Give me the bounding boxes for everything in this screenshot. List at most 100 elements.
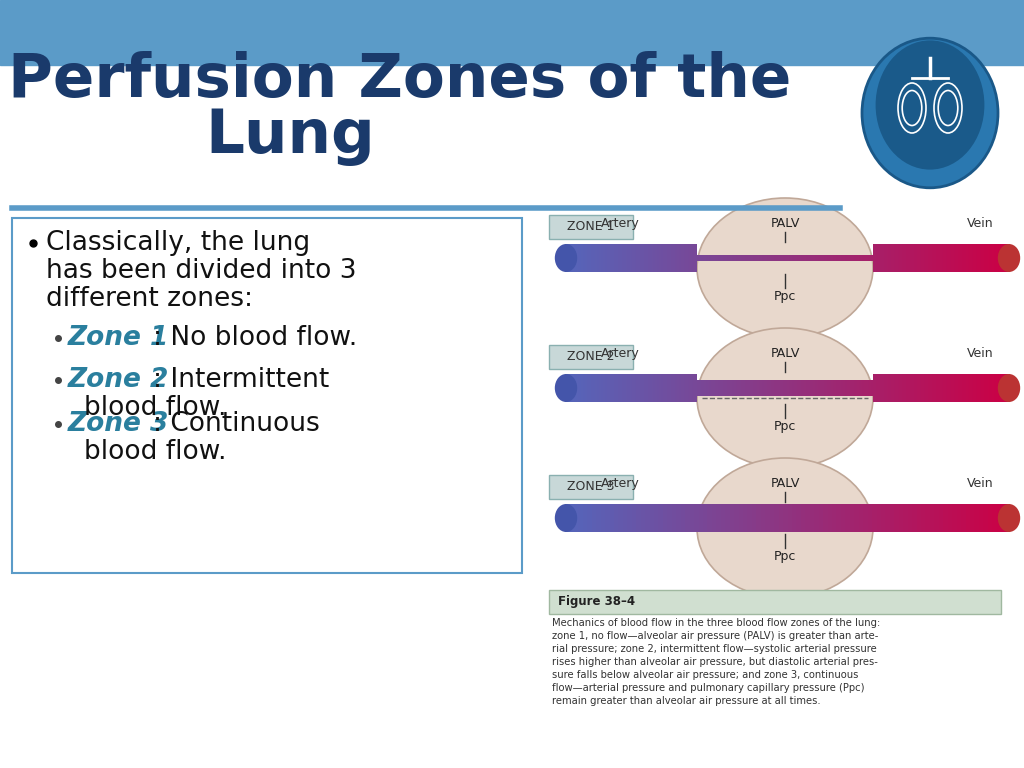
Bar [694,374,695,402]
Bar [577,244,579,272]
Bar [779,380,781,396]
Bar [912,244,914,272]
Bar [664,244,666,272]
Bar [755,380,757,396]
Bar [702,504,708,532]
Bar [796,255,798,261]
Bar [925,374,927,402]
Bar [629,244,630,272]
Bar [801,255,803,261]
Bar [769,255,771,261]
Bar [878,244,879,272]
Bar [636,504,641,532]
Bar [1001,504,1006,532]
Bar [859,255,861,261]
Bar [627,374,629,402]
Bar [572,244,574,272]
Bar [638,244,639,272]
Bar [713,380,715,396]
Bar [672,244,673,272]
Text: Ppc: Ppc [774,290,797,303]
Bar [894,244,895,272]
Text: PALV: PALV [770,347,800,360]
Bar [761,380,762,396]
Bar [682,244,684,272]
Bar [657,244,658,272]
Bar [823,255,825,261]
Bar [653,374,654,402]
Bar [912,374,914,402]
Bar [567,244,569,272]
Ellipse shape [697,198,873,338]
Bar [992,244,993,272]
Bar [752,380,754,396]
Bar [689,374,690,402]
Bar [705,380,706,396]
Bar [723,380,725,396]
Bar [1001,374,1004,402]
Bar [890,244,891,272]
Text: Zone 3: Zone 3 [68,411,169,437]
Bar [688,374,689,402]
Bar [575,374,577,402]
Bar [896,244,898,272]
Text: Lung: Lung [205,107,375,165]
Bar [876,374,878,402]
Bar [759,380,761,396]
Bar [748,504,752,532]
Text: Artery: Artery [601,477,639,490]
Bar [613,374,615,402]
Bar [880,374,882,402]
Bar [806,255,808,261]
Bar [904,244,906,272]
Bar [776,255,778,261]
Text: has been divided into 3: has been divided into 3 [46,258,356,284]
Bar [629,374,630,402]
Bar [626,374,627,402]
Bar [573,504,579,532]
Bar [645,504,649,532]
Bar [602,374,603,402]
Bar [1005,244,1006,272]
Bar [735,380,737,396]
Text: Zone 2: Zone 2 [68,367,169,393]
Bar [725,255,727,261]
Bar [943,504,947,532]
Bar [565,244,566,272]
Bar [963,374,964,402]
Bar [734,255,735,261]
Bar [581,374,583,402]
Bar [943,244,944,272]
Text: PALV: PALV [770,477,800,490]
Bar [838,255,840,261]
Bar [939,244,940,272]
Bar [979,504,983,532]
Bar [613,244,615,272]
Bar [590,244,592,272]
Ellipse shape [876,41,984,170]
Bar [605,504,609,532]
Bar [972,244,973,272]
Bar [888,374,890,402]
Bar [734,380,735,396]
Bar [651,374,652,402]
Bar [895,244,896,272]
Bar [902,244,903,272]
Bar [749,380,750,396]
Bar [718,255,720,261]
Bar [845,380,847,396]
Bar [888,244,890,272]
Bar [951,374,952,402]
Bar [759,255,761,261]
Bar [803,380,805,396]
Bar [899,374,900,402]
Bar [984,244,985,272]
Text: Artery: Artery [601,217,639,230]
Bar [658,244,660,272]
Bar [993,374,995,402]
Bar [906,374,907,402]
Bar [645,244,647,272]
Bar [639,374,640,402]
Text: different zones:: different zones: [46,286,253,312]
Text: remain greater than alveolar air pressure at all times.: remain greater than alveolar air pressur… [552,696,820,706]
